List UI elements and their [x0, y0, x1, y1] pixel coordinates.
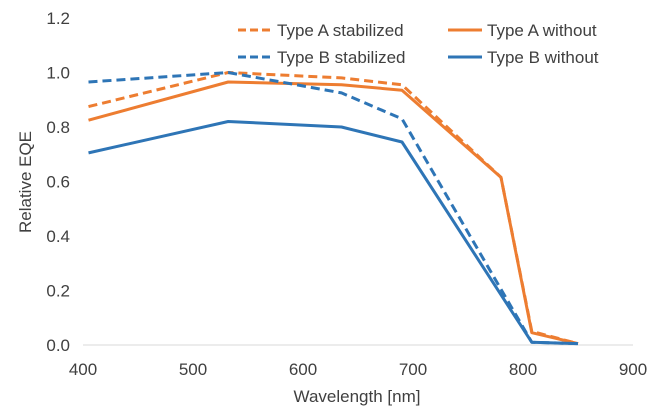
legend: Type A stabilized Type A without Type B st… [238, 21, 599, 67]
y-tick-label: 0.8 [46, 118, 70, 137]
x-tick-label: 500 [179, 360, 207, 379]
y-tick-label: 1.2 [46, 9, 70, 28]
y-tick-label: 0.6 [46, 173, 70, 192]
series-layer [88, 71, 579, 346]
series-line-type-b-stabilized [88, 71, 579, 346]
x-tick-label: 800 [509, 360, 537, 379]
x-tick-label: 400 [69, 360, 97, 379]
y-tick-label: 0.4 [46, 227, 70, 246]
legend-label-type-b-stabilized: Type B stabilized [277, 48, 406, 67]
legend-label-type-a-without: Type A without [487, 21, 597, 40]
y-axis-title: Relative EQE [16, 131, 35, 233]
y-tick-label: 1.0 [46, 64, 70, 83]
x-tick-label: 600 [289, 360, 317, 379]
legend-label-type-a-stabilized: Type A stabilized [277, 21, 404, 40]
series-line-type-a-without [88, 80, 579, 346]
x-axis-title: Wavelength [nm] [294, 387, 421, 406]
y-tick-label: 0.2 [46, 282, 70, 301]
legend-label-type-b-without: Type B without [487, 48, 599, 67]
axes: 400 500 600 700 800 900 0.0 0.2 0.4 0.6 0.8 1.0 1.2 [46, 9, 647, 379]
y-tick-label: 0.0 [46, 336, 70, 355]
x-tick-label: 700 [399, 360, 427, 379]
x-tick-label: 900 [619, 360, 647, 379]
series-line-type-b-without [88, 120, 579, 346]
